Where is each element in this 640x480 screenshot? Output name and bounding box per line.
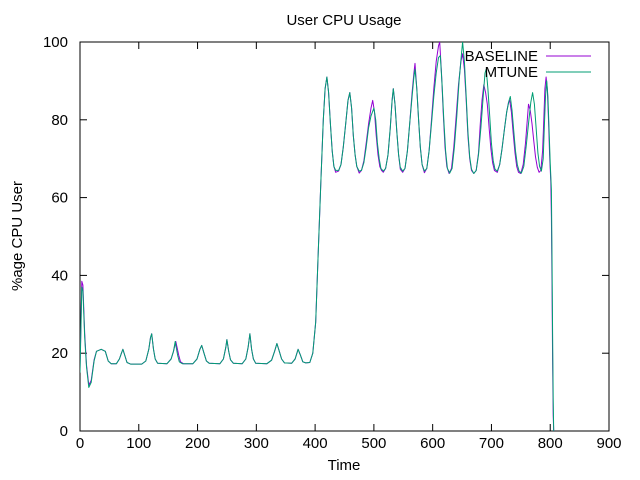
axis-tick-labels: 0 100 200 300 400 500 600 700 800 900 0 20 40 60 80 100: [43, 34, 622, 452]
data-series: [80, 42, 555, 431]
x-axis-label: Time: [328, 457, 361, 474]
x-tick-label: 200: [185, 435, 210, 452]
legend-item-baseline: BASELINE: [465, 48, 591, 65]
x-tick-label: 800: [538, 435, 563, 452]
y-tick-label: 100: [43, 34, 68, 51]
y-axis-label: %age CPU User: [9, 181, 26, 291]
y-tick-label: 80: [51, 112, 68, 129]
plot-border: [79, 41, 610, 432]
chart-title: User CPU Usage: [286, 12, 401, 29]
x-tick-label: 100: [126, 435, 151, 452]
x-tick-label: 900: [596, 435, 621, 452]
y-tick-label: 0: [60, 423, 68, 440]
x-tick-label: 600: [420, 435, 445, 452]
legend-item-mtune: MTUNE: [485, 64, 591, 81]
x-tick-label: 700: [479, 435, 504, 452]
x-tick-label: 300: [244, 435, 269, 452]
x-tick-label: 500: [361, 435, 386, 452]
legend-label-mtune: MTUNE: [485, 64, 538, 81]
y-tick-label: 60: [51, 190, 68, 207]
legend-label-baseline: BASELINE: [465, 48, 538, 65]
x-tick-label: 400: [303, 435, 328, 452]
series-line-mtune: [80, 42, 555, 431]
y-tick-label: 40: [51, 267, 68, 284]
y-tick-label: 20: [51, 345, 68, 362]
x-tick-label: 0: [76, 435, 84, 452]
